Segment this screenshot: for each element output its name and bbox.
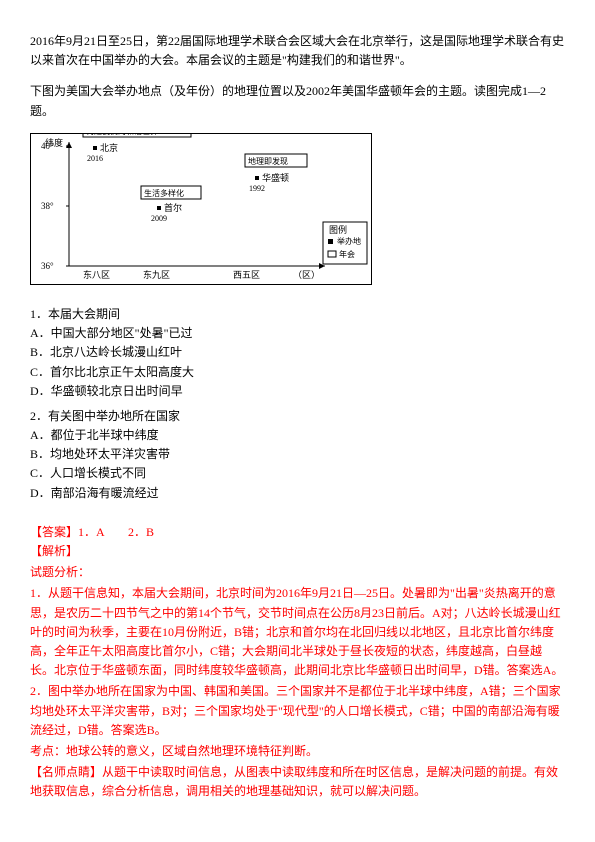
svg-text:生活多样化: 生活多样化 bbox=[144, 188, 184, 198]
answer-dianbo: 【名师点睛】从题干中读取时间信息，从图表中读取纬度和所在时区信息，是解决问题的前… bbox=[30, 763, 565, 801]
answer-p1: 1．从题干信息知，本届大会期间，北京时间为2016年9月21日—25日。处暑即为… bbox=[30, 584, 565, 680]
answer-jiexi-label: 【解析】 bbox=[30, 542, 565, 561]
svg-text:东九区: 东九区 bbox=[143, 269, 170, 280]
svg-text:构建我们的和谐世界: 构建我们的和谐世界 bbox=[86, 133, 158, 136]
svg-text:华盛顿: 华盛顿 bbox=[262, 172, 289, 183]
svg-text:举办地: 举办地 bbox=[337, 236, 361, 246]
answer-p2: 2．图中举办地所在国家为中国、韩国和美国。三个国家并不是都位于北半球中纬度，A错… bbox=[30, 682, 565, 740]
answer-block: 【答案】1．A 2．B 【解析】 试题分析： 1．从题干信息知，本届大会期间，北… bbox=[30, 523, 565, 802]
svg-text:西五区: 西五区 bbox=[233, 270, 260, 280]
svg-text:2009: 2009 bbox=[151, 214, 167, 223]
svg-text:地理即发现: 地理即发现 bbox=[248, 156, 288, 166]
conference-chart: 纬度36°38°40°东八区东九区西五区（区）构建我们的和谐世界北京2016生活… bbox=[30, 133, 565, 291]
chart-svg: 纬度36°38°40°东八区东九区西五区（区）构建我们的和谐世界北京2016生活… bbox=[30, 133, 372, 285]
intro-paragraph-1: 2016年9月21日至25日，第22届国际地理学术联合会区域大会在北京举行，这是… bbox=[30, 32, 565, 70]
q1-opt-a: A．中国大部分地区"处暑"已过 bbox=[30, 324, 565, 343]
answer-kaodian: 考点：地球公转的意义，区域自然地理环境特征判断。 bbox=[30, 742, 565, 761]
answer-fenxi-label: 试题分析： bbox=[30, 563, 565, 582]
answer-header: 【答案】1．A 2．B bbox=[30, 523, 565, 542]
q2-opt-d: D．南部沿海有暖流经过 bbox=[30, 484, 565, 503]
q1-stem: 1．本届大会期间 bbox=[30, 305, 565, 324]
svg-text:（区）: （区） bbox=[293, 270, 320, 280]
svg-text:2016: 2016 bbox=[87, 154, 103, 163]
q2-stem: 2．有关图中举办地所在国家 bbox=[30, 407, 565, 426]
q2-opt-a: A．都位于北半球中纬度 bbox=[30, 426, 565, 445]
svg-text:首尔: 首尔 bbox=[164, 202, 182, 213]
svg-text:38°: 38° bbox=[41, 201, 54, 211]
question-2: 2．有关图中举办地所在国家 A．都位于北半球中纬度 B．均地处环太平洋灾害带 C… bbox=[30, 407, 565, 503]
q2-opt-b: B．均地处环太平洋灾害带 bbox=[30, 445, 565, 464]
q2-opt-c: C．人口增长模式不同 bbox=[30, 464, 565, 483]
svg-text:图例: 图例 bbox=[329, 224, 347, 235]
svg-text:东八区: 东八区 bbox=[83, 269, 110, 280]
svg-text:年会: 年会 bbox=[339, 249, 355, 259]
svg-text:40°: 40° bbox=[41, 141, 54, 151]
question-1: 1．本届大会期间 A．中国大部分地区"处暑"已过 B．北京八达岭长城漫山红叶 C… bbox=[30, 305, 565, 401]
q1-opt-d: D．华盛顿较北京日出时间早 bbox=[30, 382, 565, 401]
svg-text:36°: 36° bbox=[41, 261, 54, 271]
svg-text:1992: 1992 bbox=[249, 184, 265, 193]
svg-text:北京: 北京 bbox=[100, 142, 118, 153]
q1-opt-c: C．首尔比北京正午太阳高度大 bbox=[30, 363, 565, 382]
intro-paragraph-2: 下图为美国大会举办地点（及年份）的地理位置以及2002年美国华盛顿年会的主题。读… bbox=[30, 82, 565, 120]
q1-opt-b: B．北京八达岭长城漫山红叶 bbox=[30, 343, 565, 362]
